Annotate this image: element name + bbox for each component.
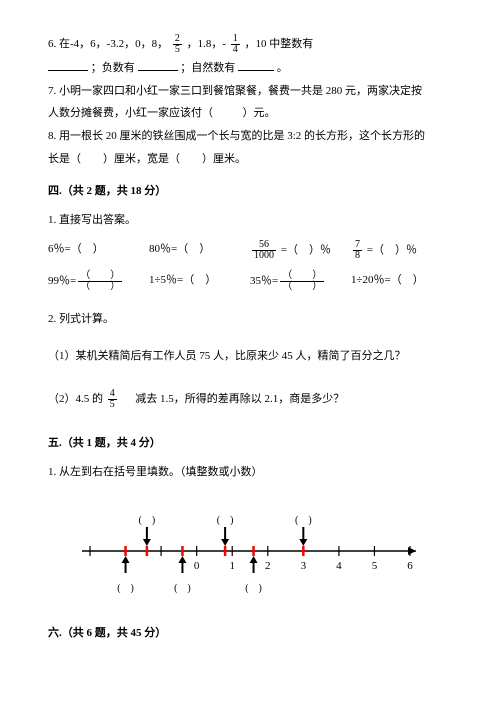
svg-text:0: 0	[194, 560, 200, 572]
item: 6％=（ ）	[48, 240, 149, 261]
section-6-heading: 六.（共 6 题，共 45 分）	[48, 624, 452, 643]
fraction: （ ）（ ）	[78, 271, 122, 292]
svg-text:( ): ( )	[117, 583, 134, 594]
s4q2-title: 2. 列式计算。	[48, 310, 452, 329]
number-line: 0 1 2 3 4 5 6 ( ) ( ) ( ) ( ) ( ) ( )	[48, 496, 452, 606]
s4q2-1: （1）某机关精简后有工作人员 75 人，比原来少 45 人，精简了百分之几？	[48, 347, 452, 366]
svg-text:5: 5	[372, 560, 378, 572]
svg-text:3: 3	[301, 560, 307, 572]
s4q2-2: （2）4.5 的 45 减去 1.5，所得的差再除以 2.1，商是多少？	[48, 389, 452, 410]
item: 1÷20％=（ ）	[351, 271, 452, 292]
section-5-heading: 五.（共 1 题，共 4 分）	[48, 434, 452, 453]
svg-text:( ): ( )	[295, 515, 312, 526]
s5q1-title: 1. 从左到右在括号里填数。（填整数或小数）	[48, 463, 452, 482]
svg-text:1: 1	[229, 560, 235, 572]
fraction: 78	[353, 240, 362, 261]
blank[interactable]	[138, 60, 178, 71]
q8-line2: 长是（ ）厘米，宽是（ ）厘米。	[48, 150, 452, 169]
section-4-heading: 四.（共 2 题，共 18 分）	[48, 182, 452, 201]
question-8: 8. 用一根长 20 厘米的铁丝围成一个长与宽的比是 3:2 的长方形，这个长方…	[48, 127, 452, 146]
number-line-svg: 0 1 2 3 4 5 6 ( ) ( ) ( ) ( ) ( ) ( )	[70, 496, 430, 606]
svg-text:( ): ( )	[217, 515, 234, 526]
svg-text:( ): ( )	[174, 583, 191, 594]
s4q1-title: 1. 直接写出答案。	[48, 211, 452, 230]
item: 80％=（ ）	[149, 240, 250, 261]
fraction: 25	[173, 34, 182, 55]
fraction: 561000	[252, 240, 276, 261]
svg-text:6: 6	[407, 560, 413, 572]
fraction: 45	[108, 389, 117, 410]
q6-text: 6. 在-4，6，-3.2，0，8，	[48, 38, 168, 50]
question-6: 6. 在-4，6，-3.2，0，8， 25 ，1.8，- 14 ，10 中整数有	[48, 34, 452, 55]
q6-line2: ；负数有 ；自然数有 。	[48, 59, 452, 78]
fraction: 14	[231, 34, 240, 55]
blank[interactable]	[48, 60, 88, 71]
item: 1÷5％=（ ）	[149, 271, 250, 292]
question-7: 7. 小明一家四口和小红一家三口到餐馆聚餐，餐费一共是 280 元，两家决定按	[48, 82, 452, 101]
fraction: （ ）（ ）	[280, 271, 324, 292]
answer-row-2: 99％=（ ）（ ） 1÷5％=（ ） 35％=（ ）（ ） 1÷20％=（ ）	[48, 271, 452, 292]
item: 561000 =（ ）％	[250, 240, 351, 261]
item: 78 =（ ）％	[351, 240, 452, 261]
svg-text:( ): ( )	[139, 515, 156, 526]
svg-text:2: 2	[265, 560, 271, 572]
item: 35％=（ ）（ ）	[250, 271, 351, 292]
answer-row-1: 6％=（ ） 80％=（ ） 561000 =（ ）％ 78 =（ ）％	[48, 240, 452, 261]
svg-text:( ): ( )	[245, 583, 262, 594]
blank[interactable]	[238, 60, 274, 71]
q7-line2: 人数分摊餐费，小红一家应该付（ ）元。	[48, 104, 452, 123]
svg-text:4: 4	[336, 560, 342, 572]
item: 99％=（ ）（ ）	[48, 271, 149, 292]
